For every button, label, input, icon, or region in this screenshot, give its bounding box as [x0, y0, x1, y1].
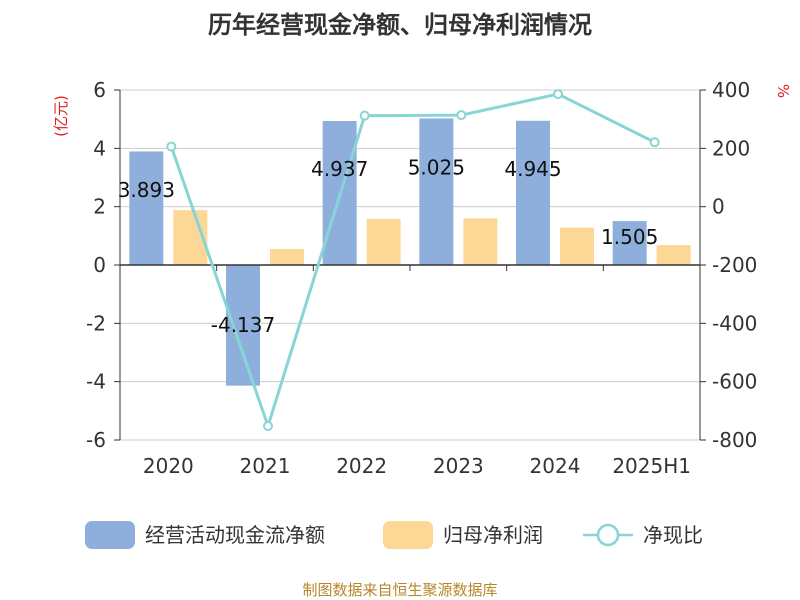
left-tick-label: 6 — [93, 78, 106, 102]
bar-2024-s0 — [516, 120, 550, 265]
legend-swatch-0 — [85, 521, 135, 549]
ratio-line-path — [169, 92, 656, 431]
ratio-point-2025H1 — [649, 137, 660, 148]
right-tick-label: 200 — [712, 136, 750, 160]
left-tick-label: -4 — [86, 370, 106, 394]
x-tick-label-2025H1: 2025H1 — [612, 454, 691, 478]
axes — [114, 89, 706, 441]
left-tick-label: -2 — [86, 311, 106, 335]
x-tick-label-2021: 2021 — [240, 454, 291, 478]
data-label-2023: 5.025 — [408, 155, 465, 179]
chart-title: 历年经营现金净额、归母净利润情况 — [208, 11, 592, 39]
data-label-2024: 4.945 — [504, 157, 561, 181]
x-tick-label-2022: 2022 — [336, 454, 387, 478]
legend-swatch-1 — [383, 521, 433, 549]
right-tick-label: 0 — [712, 195, 725, 219]
x-tick-label-2024: 2024 — [530, 454, 581, 478]
ratio-point-2020 — [166, 141, 177, 152]
ratio-point-2022 — [359, 110, 370, 121]
legend-marker-2 — [596, 523, 620, 547]
bar-2024-s1 — [560, 227, 594, 265]
right-tick-label: -800 — [712, 428, 757, 452]
legend: 经营活动现金流净额 归母净利润 净现比 — [85, 521, 703, 549]
ratio-point-2023 — [456, 110, 467, 121]
data-labels: 3.893 -4.137 4.937 5.025 4.945 1.505 — [118, 155, 659, 337]
bar-2025H1-s0 — [612, 221, 647, 265]
left-tick-label: 0 — [93, 253, 106, 277]
bar-2020-s0 — [129, 151, 164, 265]
right-tick-label: 400 — [712, 78, 750, 102]
ratio-line — [166, 89, 660, 431]
bar-2021-s1 — [270, 248, 304, 265]
right-tick-label: -400 — [712, 311, 757, 335]
x-tick-label-2020: 2020 — [143, 454, 194, 478]
ratio-point-2024 — [553, 89, 563, 100]
legend-label-2: 净现比 — [643, 523, 703, 547]
data-label-2025H1: 1.505 — [601, 225, 658, 249]
right-axis-unit: % — [774, 84, 792, 98]
source-note: 制图数据来自恒生聚源数据库 — [302, 581, 497, 599]
left-tick-label: 2 — [93, 195, 106, 219]
bar-2025H1-s1 — [656, 245, 691, 265]
legend-label-0: 经营活动现金流净额 — [145, 523, 325, 547]
ratio-point-2021 — [263, 421, 273, 431]
right-tick-label: -600 — [712, 370, 757, 394]
bar-2023-s0 — [419, 118, 454, 265]
left-tick-label: 4 — [93, 136, 106, 160]
legend-label-1: 归母净利润 — [443, 523, 543, 547]
bar-2023-s1 — [463, 218, 498, 265]
bar-2022-s1 — [366, 218, 401, 265]
left-axis-unit: (亿元) — [52, 95, 70, 137]
right-tick-label: -200 — [712, 253, 757, 277]
data-label-2021: -4.137 — [211, 313, 275, 337]
tick-labels: 6 4 2 0 -2 -4 -6 400 200 0 -200 -400 -600 -800 2020 202… — [86, 78, 757, 478]
left-tick-label: -6 — [86, 428, 106, 452]
data-label-2022: 4.937 — [311, 157, 368, 181]
x-tick-label-2023: 2023 — [433, 454, 484, 478]
data-label-2020: 3.893 — [118, 178, 175, 202]
bars — [129, 118, 691, 386]
